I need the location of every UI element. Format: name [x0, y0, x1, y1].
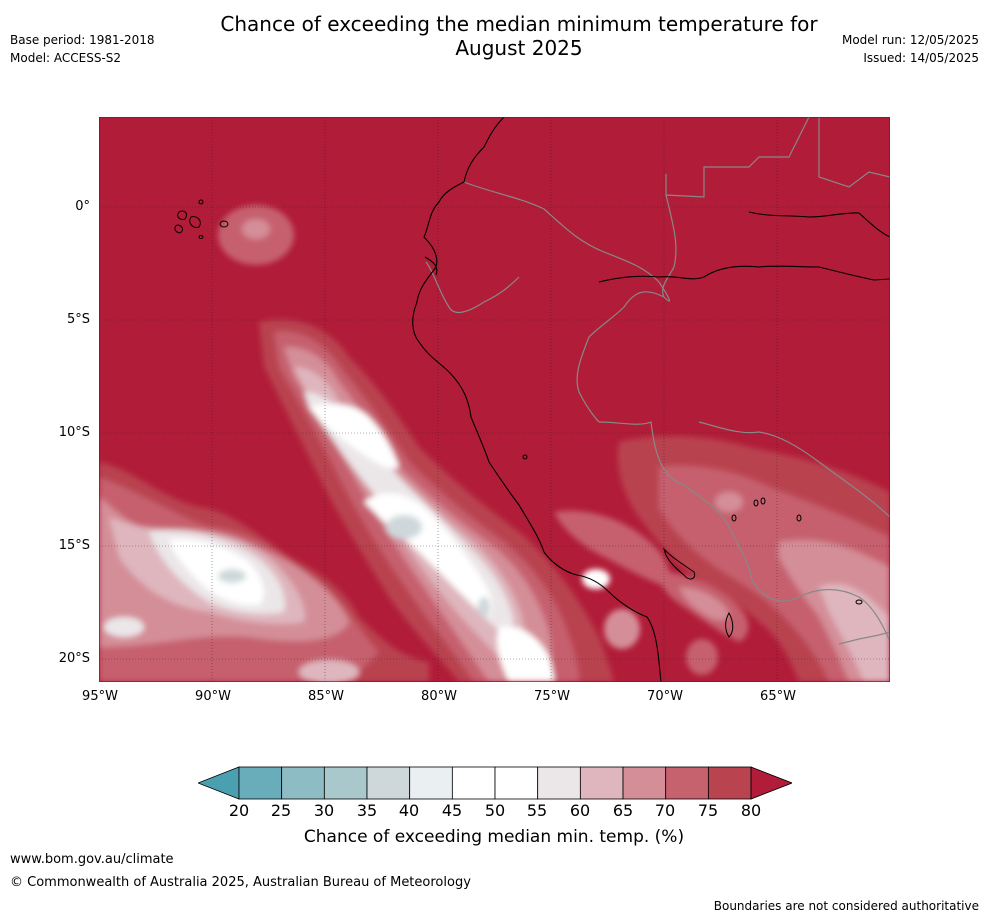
- lat-label-0: 0°: [75, 199, 90, 214]
- lon-label-65w: 65°W: [760, 689, 796, 704]
- title-line-1: Chance of exceeding the median minimum t…: [220, 12, 818, 36]
- lat-label-20s: 20°S: [58, 651, 90, 666]
- colorbar-swatch: [579, 766, 624, 800]
- meta-left: Base period: 1981-2018 Model: ACCESS-S2: [10, 31, 155, 67]
- country-borders: [425, 117, 890, 645]
- colorbar-extend-low: [198, 766, 240, 800]
- colorbar-tick: 25: [270, 801, 292, 820]
- colorbar-swatch: [323, 766, 368, 800]
- lon-label-95w: 95°W: [82, 689, 118, 704]
- islands: [174, 199, 863, 638]
- coastline: [412, 117, 890, 682]
- colorbar-swatch: [494, 766, 539, 800]
- map-border: [99, 117, 890, 682]
- colorbar-tick: 35: [356, 801, 378, 820]
- colorbar-tick: 80: [740, 801, 762, 820]
- graticule: [99, 117, 890, 682]
- model-name: Model: ACCESS-S2: [10, 51, 122, 65]
- boundary-disclaimer: Boundaries are not considered authoritat…: [713, 899, 979, 913]
- lat-label-15s: 15°S: [58, 538, 90, 553]
- lat-label-5s: 5°S: [66, 312, 90, 327]
- lon-label-90w: 90°W: [195, 689, 231, 704]
- colorbar-swatch: [707, 766, 752, 800]
- lon-label-85w: 85°W: [308, 689, 344, 704]
- colorbar-tick: 45: [441, 801, 463, 820]
- lon-label-80w: 80°W: [421, 689, 457, 704]
- map-title: Chance of exceeding the median minimum t…: [160, 12, 878, 60]
- lon-label-70w: 70°W: [647, 689, 683, 704]
- colorbar-swatch: [665, 766, 709, 800]
- colorbar-extend-high: [750, 766, 792, 800]
- model-run: Model run: 12/05/2025: [841, 33, 979, 47]
- colorbar-tick: 20: [228, 801, 250, 820]
- colorbar-tick: 65: [612, 801, 634, 820]
- title-line-2: August 2025: [455, 36, 583, 60]
- probability-contours: [99, 205, 890, 682]
- colorbar-tick: 50: [484, 801, 506, 820]
- colorbar-swatch: [281, 766, 325, 800]
- colorbar-swatch: [451, 766, 496, 800]
- colorbar-swatch: [238, 766, 283, 800]
- colorbar-tick: 70: [654, 801, 676, 820]
- lat-label-10s: 10°S: [58, 425, 90, 440]
- website-link[interactable]: www.bom.gov.au/climate: [10, 852, 174, 867]
- meta-right: Model run: 12/05/2025 Issued: 14/05/2025: [842, 31, 979, 67]
- probability-map: [99, 117, 890, 682]
- colorbar-tick: 55: [526, 801, 548, 820]
- colorbar-tick: 30: [313, 801, 335, 820]
- colorbar-tick: 60: [569, 801, 591, 820]
- colorbar-tick: 40: [398, 801, 420, 820]
- colorbar-label: Chance of exceeding median min. temp. (%…: [303, 827, 685, 847]
- colorbar-tick: 75: [697, 801, 719, 820]
- colorbar-swatch: [537, 766, 581, 800]
- base-period: Base period: 1981-2018: [10, 33, 155, 47]
- colorbar-swatch: [622, 766, 667, 800]
- colorbar-swatch: [409, 766, 453, 800]
- lon-label-75w: 75°W: [534, 689, 570, 704]
- issued-date: Issued: 14/05/2025: [863, 51, 979, 65]
- colorbar: [198, 766, 792, 800]
- copyright-text: © Commonwealth of Australia 2025, Austra…: [10, 875, 471, 890]
- colorbar-swatch: [366, 766, 411, 800]
